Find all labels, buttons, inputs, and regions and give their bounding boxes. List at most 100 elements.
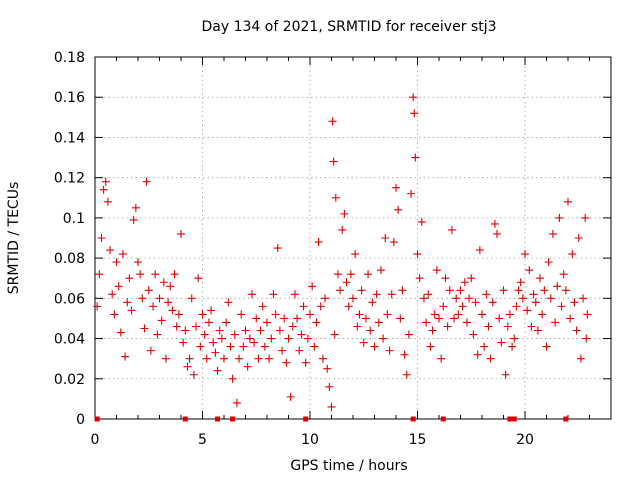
- data-point: [177, 229, 185, 238]
- data-point: [374, 318, 383, 327]
- data-point: [232, 398, 241, 407]
- data-point: [497, 338, 506, 347]
- data-point: [265, 354, 274, 363]
- data-point: [142, 177, 151, 186]
- data-point: [454, 310, 463, 319]
- data-point: [555, 213, 564, 222]
- data-point: [333, 270, 342, 279]
- data-point: [185, 354, 194, 363]
- data-point: [557, 302, 566, 311]
- data-point: [263, 318, 271, 327]
- data-point: [121, 352, 130, 361]
- data-point: [303, 334, 312, 343]
- data-point: [220, 354, 228, 363]
- data-point: [340, 209, 349, 218]
- data-point: [351, 250, 360, 259]
- data-point: [247, 290, 256, 299]
- data-point: [413, 250, 422, 259]
- data-point: [430, 310, 439, 319]
- zero-marker: [230, 416, 236, 422]
- y-tick-label: 0.04: [54, 332, 85, 348]
- data-point: [458, 302, 467, 311]
- data-point: [342, 278, 351, 287]
- data-point: [97, 234, 106, 242]
- y-axis: 0 0.02 0.04 0.06 0.08 0.1 0.12 0.14 0.16 0.18: [54, 50, 611, 428]
- data-point: [164, 298, 173, 307]
- data-point: [328, 117, 337, 126]
- data-point: [419, 294, 428, 303]
- data-point: [323, 364, 332, 373]
- data-point: [452, 294, 461, 303]
- data-point: [258, 302, 267, 311]
- data-point: [202, 354, 211, 363]
- data-point: [548, 229, 557, 238]
- data-point: [570, 298, 579, 307]
- zero-marker: [511, 416, 517, 422]
- x-tick-label: 10: [301, 432, 319, 448]
- data-point: [572, 326, 581, 335]
- zero-marker: [563, 416, 569, 422]
- data-point: [239, 342, 248, 351]
- data-point: [336, 286, 345, 295]
- data-point: [368, 298, 377, 307]
- zero-marker: [215, 416, 221, 422]
- data-point: [488, 298, 497, 307]
- x-tick-label: 15: [409, 432, 427, 448]
- zero-marker: [303, 416, 309, 422]
- data-point: [198, 310, 207, 319]
- data-point: [546, 294, 555, 303]
- data-point: [576, 354, 585, 363]
- data-point: [273, 244, 282, 253]
- data-point: [499, 286, 508, 295]
- data-point: [422, 318, 431, 327]
- data-point: [514, 286, 523, 295]
- data-point: [170, 270, 179, 279]
- plot-frame: [94, 56, 612, 420]
- zero-markers: [94, 416, 569, 422]
- data-point: [398, 286, 407, 295]
- data-point: [357, 286, 366, 295]
- data-point: [330, 330, 339, 339]
- data-point: [103, 197, 112, 206]
- data-point: [376, 266, 385, 275]
- y-tick-label: 0: [76, 412, 85, 428]
- data-point: [314, 238, 323, 247]
- data-point: [564, 197, 572, 206]
- data-point: [230, 330, 239, 339]
- data-point: [542, 342, 551, 351]
- data-point: [417, 217, 426, 226]
- data-point: [486, 354, 495, 363]
- data-point: [297, 330, 306, 339]
- data-point: [527, 322, 536, 331]
- x-tick-label: 5: [198, 432, 207, 448]
- data-point: [256, 326, 265, 335]
- data-point: [269, 290, 278, 299]
- data-point: [501, 370, 510, 379]
- zero-marker: [94, 416, 100, 422]
- data-point: [306, 310, 314, 319]
- data-point: [166, 282, 175, 291]
- data-point: [196, 342, 205, 351]
- data-point: [146, 346, 155, 355]
- data-point: [200, 330, 209, 339]
- data-point: [224, 298, 233, 307]
- data-point: [394, 205, 403, 214]
- data-point: [106, 246, 115, 255]
- data-point: [299, 302, 308, 311]
- data-point: [329, 157, 338, 166]
- grid-lines: [95, 57, 611, 419]
- data-point: [114, 282, 123, 291]
- data-point: [325, 382, 334, 391]
- data-point: [112, 258, 121, 267]
- data-point: [385, 346, 394, 355]
- data-point: [559, 270, 568, 279]
- data-point: [101, 177, 110, 186]
- y-axis-title: SRMTID / TECUs: [6, 182, 22, 295]
- data-point: [161, 354, 170, 363]
- y-tick-label: 0.18: [54, 50, 85, 66]
- data-point: [250, 338, 259, 347]
- data-point: [301, 358, 310, 367]
- data-point: [235, 354, 244, 363]
- y-tick-label: 0.06: [54, 291, 85, 307]
- data-point: [396, 314, 405, 323]
